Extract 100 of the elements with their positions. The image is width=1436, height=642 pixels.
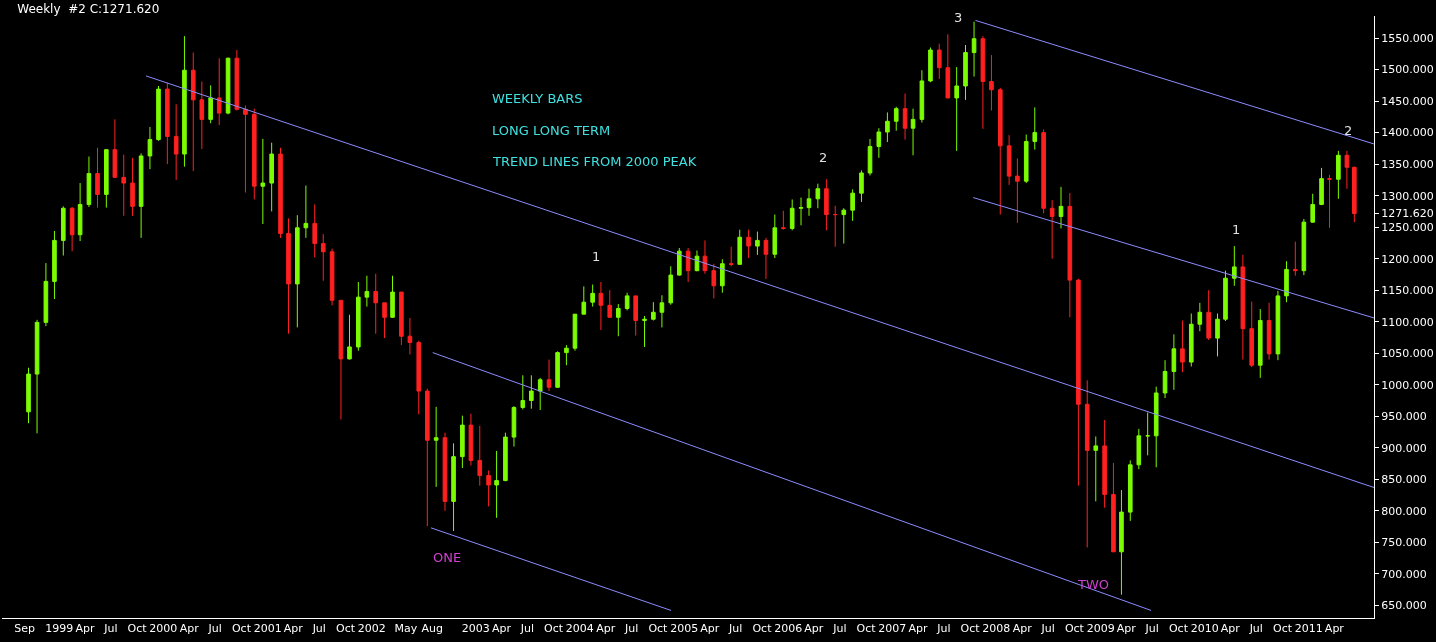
candlestick — [832, 205, 838, 248]
candlestick — [451, 442, 456, 532]
candlestick — [95, 147, 100, 209]
candlestick — [997, 87, 1003, 216]
x-tick-label: May — [394, 622, 418, 636]
candlestick — [494, 450, 499, 519]
candlestick — [234, 49, 240, 112]
x-tick-label: Oct — [231, 622, 252, 636]
candlestick — [1076, 278, 1081, 487]
y-tick-label: 1550.000 — [1381, 31, 1434, 45]
candlestick — [347, 314, 352, 361]
x-tick-label: Apr — [491, 622, 512, 636]
candlestick — [1171, 333, 1177, 391]
candlestick — [746, 229, 751, 259]
y-tick-label: 700.000 — [1381, 567, 1427, 581]
x-tick-label: Jul — [103, 622, 118, 636]
candlestick — [893, 106, 899, 132]
candlestick — [615, 303, 621, 337]
candlestick — [130, 157, 135, 217]
candlestick — [676, 247, 682, 277]
candlestick — [659, 294, 665, 328]
candlestick — [755, 231, 760, 256]
y-tick-label: 1100.000 — [1381, 315, 1434, 329]
candlestick — [182, 35, 187, 168]
candlestick — [329, 248, 335, 306]
candlestick — [269, 142, 274, 212]
candlestick — [520, 374, 526, 410]
x-tick-label: Apr — [1324, 622, 1345, 636]
candlestick — [199, 81, 205, 150]
candlestick — [69, 206, 75, 252]
candlestick — [1352, 166, 1357, 223]
candlestick — [728, 246, 734, 267]
candlestick — [910, 108, 916, 156]
candlestick — [763, 237, 769, 280]
candlestick — [1058, 186, 1064, 229]
candlestick — [798, 197, 804, 226]
candlestick — [356, 281, 361, 352]
x-tick-label: Apr — [1116, 622, 1137, 636]
candlestick — [43, 262, 49, 327]
candlestick — [1006, 134, 1012, 186]
candlestick — [1127, 459, 1133, 522]
candlestick — [1310, 193, 1316, 224]
x-tick-label: Sep — [14, 622, 35, 636]
candlestick — [624, 292, 630, 311]
candlestick — [1327, 174, 1332, 229]
candlestick — [945, 33, 951, 99]
candlestick — [1153, 386, 1159, 468]
candlestick — [1232, 245, 1237, 287]
candlestick — [503, 432, 508, 482]
candlestick — [928, 47, 933, 83]
y-tick-label: 1271.620 — [1381, 207, 1434, 221]
candlestick — [147, 126, 153, 170]
candlestick — [772, 214, 778, 259]
candlestick — [685, 247, 691, 283]
candlestick — [1093, 435, 1099, 502]
annotation: ONE — [433, 550, 462, 565]
y-tick-label: 650.000 — [1381, 599, 1427, 613]
x-tick-label: Jul — [311, 622, 326, 636]
candlestick — [824, 178, 829, 231]
candlestick — [1111, 462, 1116, 553]
x-tick-label: 2006 — [774, 622, 803, 636]
candlestick — [789, 198, 795, 231]
candlestick — [1301, 218, 1307, 276]
candlestick — [1284, 260, 1289, 303]
y-tick-label: 950.000 — [1381, 410, 1427, 424]
candlestick — [1319, 167, 1324, 206]
candlestick — [156, 85, 161, 142]
x-tick-label: Jul — [1040, 622, 1055, 636]
candlestick — [104, 149, 109, 209]
y-tick-label: 1300.000 — [1381, 189, 1434, 203]
candlestick — [720, 258, 725, 294]
candlestick — [1145, 412, 1150, 456]
candlestick — [121, 154, 127, 217]
candlestick — [1344, 150, 1350, 190]
x-tick-label: 2011 — [1294, 622, 1323, 636]
x-tick-label: 2003 — [461, 622, 490, 636]
candlestick — [251, 108, 257, 200]
annotation: 3 — [954, 10, 963, 25]
candlestick — [1032, 106, 1038, 151]
candlestick — [1102, 419, 1107, 509]
candlestick — [216, 57, 222, 126]
candlestick — [1293, 241, 1298, 277]
candlestick — [511, 405, 517, 448]
candlestick — [1240, 254, 1246, 361]
y-tick-label: 750.000 — [1381, 536, 1427, 550]
candlestick — [138, 152, 144, 239]
candlestick — [642, 315, 647, 348]
x-tick-label: Jul — [1144, 622, 1159, 636]
candlestick — [1266, 302, 1272, 361]
y-tick-label: 1200.000 — [1381, 252, 1434, 266]
candlestick — [919, 69, 925, 124]
x-tick-label: Jul — [936, 622, 951, 636]
x-tick-label: 2005 — [670, 622, 699, 636]
candlestick — [598, 281, 604, 331]
annotation: TWO — [1077, 577, 1110, 592]
candlestick — [989, 54, 994, 112]
annotation: TREND LINES FROM 2000 PEAK — [492, 154, 697, 169]
candlestick — [633, 295, 639, 337]
candlestick — [26, 367, 31, 424]
candlestick — [1015, 157, 1020, 224]
